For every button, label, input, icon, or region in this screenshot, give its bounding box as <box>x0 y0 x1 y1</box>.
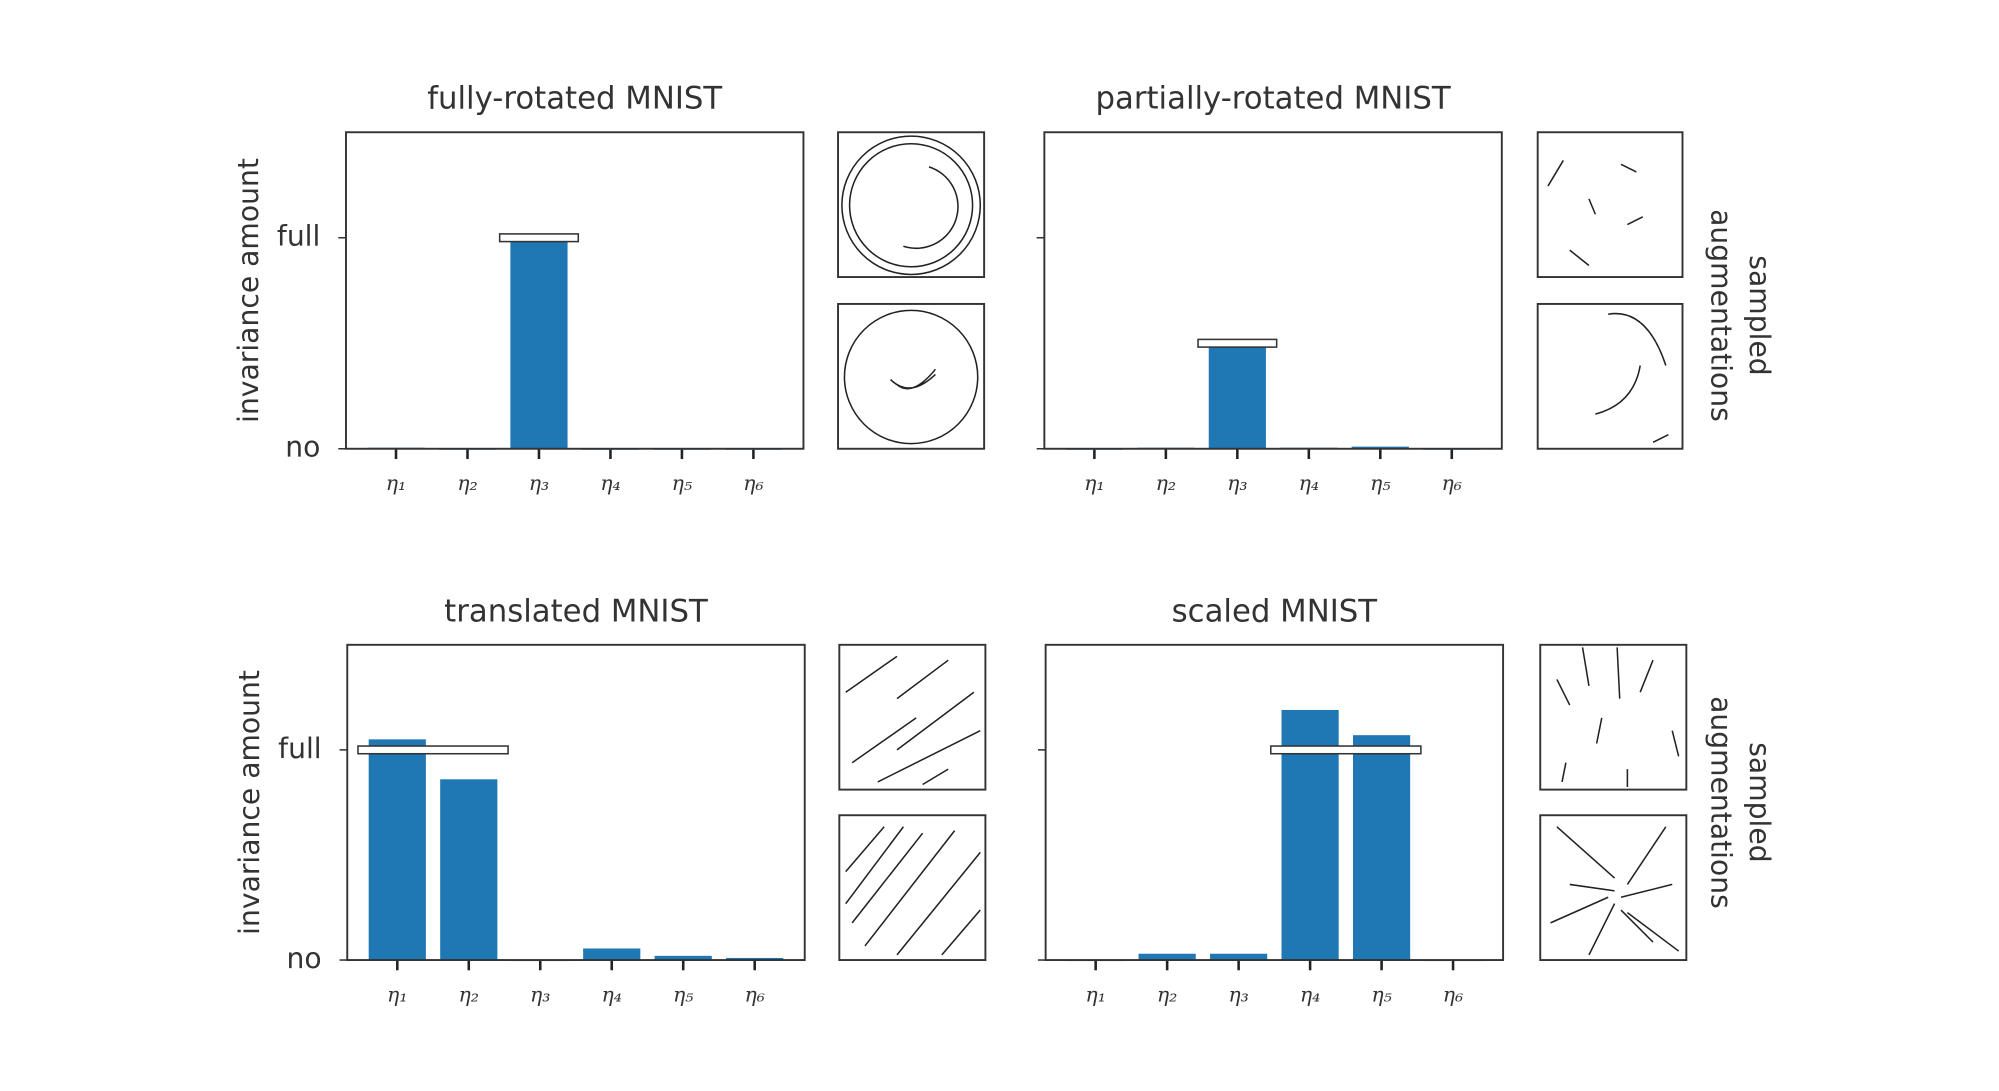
thumbnail <box>837 131 986 450</box>
y-tick-label: full <box>277 220 320 253</box>
x-tick-label: η₅ <box>1371 982 1392 1006</box>
chart-title: scaled MNIST <box>1172 593 1378 629</box>
thumb-arrow <box>903 166 959 249</box>
thumb-arrow <box>1556 647 1680 788</box>
x-tick-label: η₁ <box>387 982 408 1006</box>
bar <box>1351 446 1409 449</box>
chart-title: partially-rotated MNIST <box>1096 81 1451 117</box>
bar <box>1208 345 1266 449</box>
x-tick-label: η₄ <box>600 471 621 495</box>
x-tick-label: η₆ <box>1442 471 1463 495</box>
target-marker <box>1270 745 1422 755</box>
y-axis-label: invariance amount <box>232 158 265 423</box>
thumbnail <box>838 643 987 961</box>
x-tick-label: η₅ <box>1370 471 1391 495</box>
thumbnail <box>1539 643 1688 961</box>
bar <box>440 779 498 961</box>
bar <box>510 239 568 449</box>
x-tick-label: η₆ <box>744 982 765 1006</box>
x-tick-label: η₂ <box>1156 471 1177 495</box>
bar <box>1352 735 1411 961</box>
target-marker <box>498 233 580 243</box>
x-tick-label: η₆ <box>743 471 764 495</box>
y-tick-label: full <box>278 732 321 765</box>
x-tick-label: η₂ <box>459 982 480 1006</box>
thumb-frame <box>837 131 986 279</box>
thumb-arrow <box>843 309 979 445</box>
side-label-line: sampled <box>1743 255 1776 375</box>
plot-frame <box>1044 643 1505 961</box>
thumb-arrow <box>1550 826 1680 956</box>
x-tick-label: η₃ <box>1228 982 1249 1006</box>
plot-frame <box>346 643 806 961</box>
x-tick-label: η₅ <box>672 471 693 495</box>
x-tick-label: η₃ <box>1227 471 1248 495</box>
bar <box>654 955 712 961</box>
thumb-frame <box>1536 131 1684 279</box>
side-label-line: augmentations <box>1705 209 1738 422</box>
chart-title: fully-rotated MNIST <box>427 81 722 117</box>
y-tick-label: no <box>285 431 320 464</box>
thumbnail <box>1536 131 1684 450</box>
bar <box>368 739 426 961</box>
x-tick-label: η₄ <box>1299 471 1320 495</box>
bar <box>726 957 784 961</box>
bar <box>1210 953 1268 961</box>
thumb-arrow <box>848 143 974 268</box>
target-marker <box>1197 338 1278 348</box>
plot-frame <box>345 131 805 450</box>
thumb-arrow <box>1595 312 1669 444</box>
side-label-line: augmentations <box>1705 696 1738 909</box>
bar <box>1138 953 1196 961</box>
thumb-arrow <box>841 135 982 276</box>
x-tick-label: η₂ <box>457 471 477 495</box>
plot-frame <box>1043 131 1503 450</box>
thumb-frame <box>1539 814 1688 961</box>
x-tick-label: η₃ <box>530 982 551 1006</box>
x-tick-label: η₄ <box>1300 982 1321 1006</box>
x-tick-label: η₄ <box>601 982 622 1006</box>
chart-title: translated MNIST <box>444 593 708 629</box>
thumb-frame <box>838 814 987 961</box>
side-label-line: sampled <box>1743 742 1776 862</box>
y-tick-label: no <box>287 942 322 975</box>
x-tick-label: η₁ <box>1084 471 1105 495</box>
thumb-frame <box>837 302 986 450</box>
thumb-arrow <box>845 826 981 956</box>
thumb-arrow <box>1547 160 1644 267</box>
thumb-frame <box>838 643 987 791</box>
x-tick-label: η₂ <box>1157 982 1178 1006</box>
x-tick-label: η₆ <box>1443 982 1464 1006</box>
y-axis-label: invariance amount <box>233 670 266 935</box>
bar <box>583 948 641 961</box>
thumb-arrow <box>890 368 937 390</box>
x-tick-label: η₁ <box>1085 982 1106 1006</box>
target-marker <box>357 745 509 755</box>
x-tick-label: η₁ <box>386 471 406 495</box>
x-tick-label: η₃ <box>529 471 550 495</box>
thumb-frame <box>1536 302 1684 450</box>
thumb-frame <box>1539 643 1688 791</box>
thumb-arrow <box>845 655 981 786</box>
x-tick-label: η₅ <box>673 982 693 1006</box>
